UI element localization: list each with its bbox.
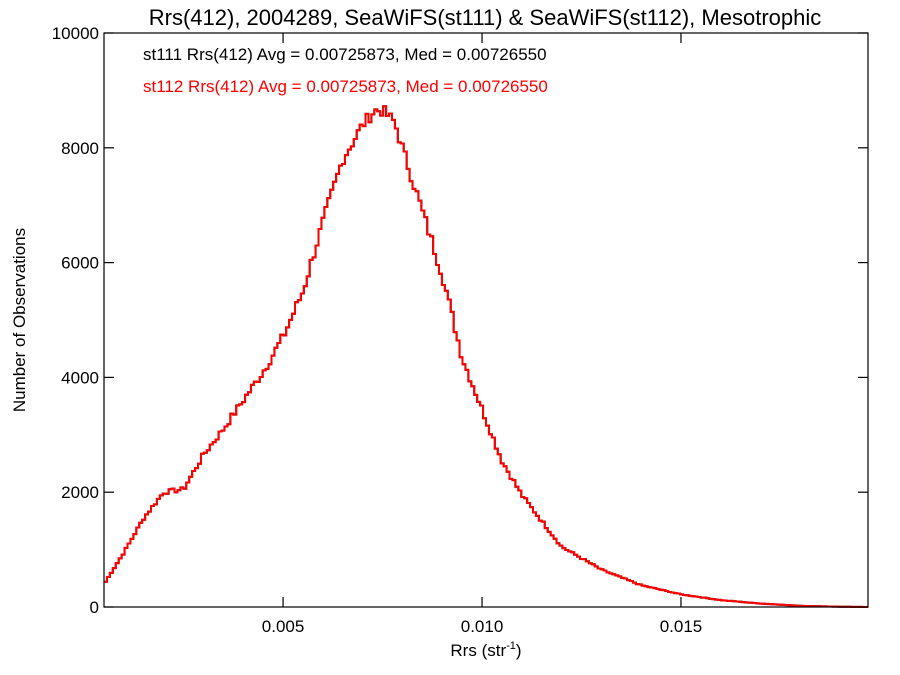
y-tick-label: 2000 xyxy=(61,483,99,502)
x-tick-label: 0.010 xyxy=(461,617,504,636)
x-tick-label: 0.015 xyxy=(660,617,703,636)
x-tick-label: 0.005 xyxy=(262,617,305,636)
y-axis-label: Number of Observations xyxy=(10,228,29,412)
y-tick-label: 10000 xyxy=(52,24,99,43)
y-tick-label: 4000 xyxy=(61,368,99,387)
x-axis-label-main: Rrs (str xyxy=(450,641,506,660)
x-axis-label-superscript: -1 xyxy=(506,640,516,652)
histogram-series-st112 xyxy=(104,105,868,608)
plot-frame xyxy=(103,32,869,608)
histogram-series-st111 xyxy=(104,105,868,608)
chart-title: Rrs(412), 2004289, SeaWiFS(st111) & SeaW… xyxy=(149,5,821,30)
y-tick-label: 6000 xyxy=(61,254,99,273)
x-axis-label: Rrs (str-1) xyxy=(450,640,521,660)
annotation-st111: st111 Rrs(412) Avg = 0.00725873, Med = 0… xyxy=(143,45,547,64)
x-axis-label-close: ) xyxy=(516,641,522,660)
y-tick-label: 8000 xyxy=(61,139,99,158)
y-tick-label: 0 xyxy=(90,598,99,617)
annotation-st112: st112 Rrs(412) Avg = 0.00725873, Med = 0… xyxy=(143,77,548,96)
